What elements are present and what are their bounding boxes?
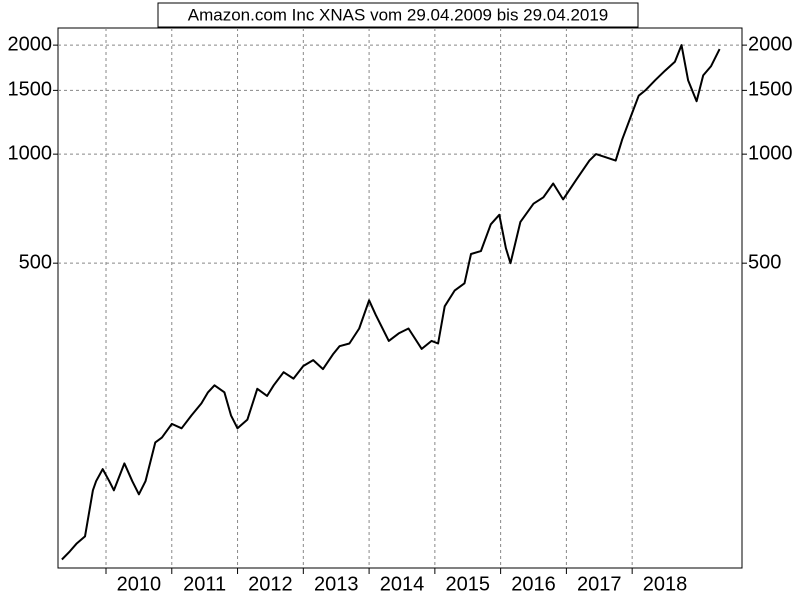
title-box: [157, 2, 639, 28]
x-tick-label: 2017: [577, 573, 622, 595]
x-tick-label: 2014: [380, 573, 425, 595]
y-tick-label: 2000: [8, 33, 53, 55]
y2-tick-label: 1500: [748, 79, 793, 101]
x-tick-label: 2018: [643, 573, 688, 595]
x-tick-label: 2015: [445, 573, 490, 595]
y-tick-label: 1500: [8, 79, 53, 101]
y2-tick-label: 500: [748, 251, 781, 273]
y2-tick-label: 2000: [748, 33, 793, 55]
chart-title: Amazon.com Inc XNAS vom 29.04.2009 bis 2…: [188, 5, 609, 24]
x-tick-label: 2013: [314, 573, 359, 595]
x-tick-label: 2012: [248, 573, 293, 595]
plot-frame: [57, 27, 743, 569]
x-tick-label: 2016: [511, 573, 556, 595]
y-tick-label: 1000: [8, 142, 53, 164]
y2-tick-label: 1000: [748, 142, 793, 164]
x-tick-label: 2011: [183, 573, 226, 595]
y-tick-label: 500: [19, 251, 52, 273]
x-tick-label: 2010: [117, 573, 162, 595]
price-line: [61, 44, 721, 561]
